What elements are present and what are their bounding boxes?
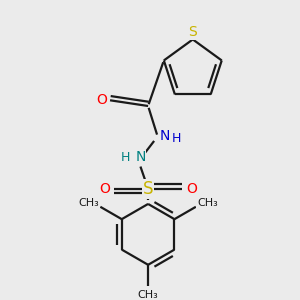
Text: H: H	[121, 151, 130, 164]
Text: S: S	[188, 25, 197, 39]
Text: CH₃: CH₃	[138, 290, 158, 300]
Text: S: S	[143, 180, 153, 198]
Text: CH₃: CH₃	[197, 198, 218, 208]
Text: N: N	[135, 150, 146, 164]
Text: O: O	[186, 182, 197, 196]
Text: N: N	[160, 129, 170, 143]
Text: O: O	[96, 93, 107, 107]
Text: CH₃: CH₃	[79, 198, 99, 208]
Text: O: O	[99, 182, 110, 196]
Text: H: H	[172, 132, 181, 145]
